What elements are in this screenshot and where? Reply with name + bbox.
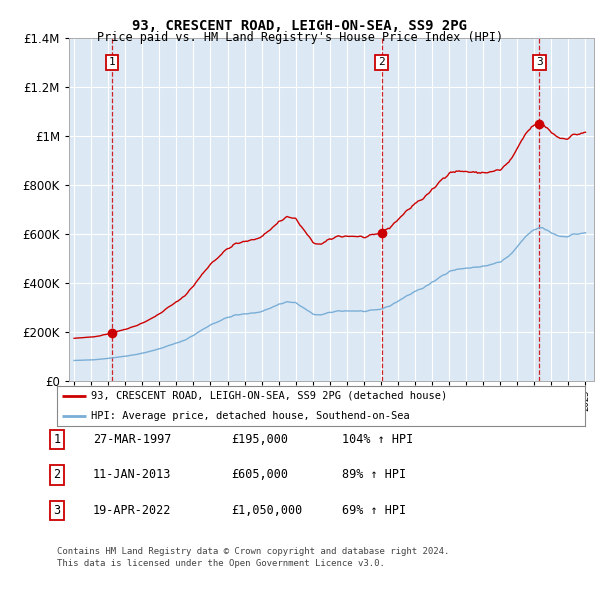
- Text: 11-JAN-2013: 11-JAN-2013: [93, 468, 172, 481]
- Text: 1: 1: [109, 57, 115, 67]
- Text: Price paid vs. HM Land Registry's House Price Index (HPI): Price paid vs. HM Land Registry's House …: [97, 31, 503, 44]
- Text: 3: 3: [53, 504, 61, 517]
- Text: This data is licensed under the Open Government Licence v3.0.: This data is licensed under the Open Gov…: [57, 559, 385, 568]
- Text: 93, CRESCENT ROAD, LEIGH-ON-SEA, SS9 2PG: 93, CRESCENT ROAD, LEIGH-ON-SEA, SS9 2PG: [133, 19, 467, 33]
- Text: HPI: Average price, detached house, Southend-on-Sea: HPI: Average price, detached house, Sout…: [91, 411, 410, 421]
- Text: 89% ↑ HPI: 89% ↑ HPI: [342, 468, 406, 481]
- Text: £1,050,000: £1,050,000: [231, 504, 302, 517]
- Text: 69% ↑ HPI: 69% ↑ HPI: [342, 504, 406, 517]
- Text: 104% ↑ HPI: 104% ↑ HPI: [342, 433, 413, 446]
- Text: 27-MAR-1997: 27-MAR-1997: [93, 433, 172, 446]
- Text: 1: 1: [53, 433, 61, 446]
- Text: 2: 2: [378, 57, 385, 67]
- Text: 19-APR-2022: 19-APR-2022: [93, 504, 172, 517]
- Text: 93, CRESCENT ROAD, LEIGH-ON-SEA, SS9 2PG (detached house): 93, CRESCENT ROAD, LEIGH-ON-SEA, SS9 2PG…: [91, 391, 448, 401]
- Text: Contains HM Land Registry data © Crown copyright and database right 2024.: Contains HM Land Registry data © Crown c…: [57, 548, 449, 556]
- Text: 2: 2: [53, 468, 61, 481]
- Text: 3: 3: [536, 57, 543, 67]
- Text: £605,000: £605,000: [231, 468, 288, 481]
- Text: £195,000: £195,000: [231, 433, 288, 446]
